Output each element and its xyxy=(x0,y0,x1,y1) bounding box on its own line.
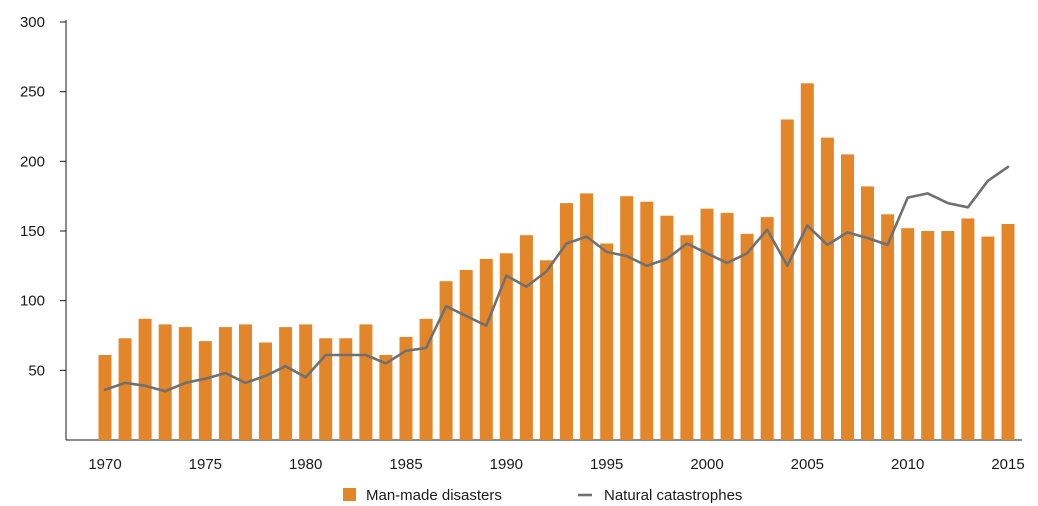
y-ticks: 50 100 150 200 250 300 xyxy=(20,14,66,379)
bar-2006 xyxy=(820,137,834,440)
bar-2010 xyxy=(901,228,915,440)
x-tick-label-2000: 2000 xyxy=(690,456,723,473)
bar-2013 xyxy=(961,218,975,440)
legend: Man-made disasters Natural catastrophes xyxy=(343,487,742,504)
bar-2004 xyxy=(780,119,794,440)
bar-1983 xyxy=(359,324,373,440)
y-tick-label-250: 250 xyxy=(20,84,45,101)
natural-catastrophes-line xyxy=(103,165,1010,393)
x-tick-label-2005: 2005 xyxy=(791,456,824,473)
bar-1992 xyxy=(540,260,553,440)
bar-series-man-made-disasters xyxy=(98,83,1015,441)
bar-1999 xyxy=(680,235,694,440)
bar-2007 xyxy=(841,154,854,440)
legend-label-man-made-disasters: Man-made disasters xyxy=(366,487,502,504)
bar-1976 xyxy=(218,327,232,440)
bar-1997 xyxy=(640,201,654,440)
bar-1994 xyxy=(580,193,594,440)
bar-2005 xyxy=(800,83,814,441)
y-tick-label-150: 150 xyxy=(20,223,45,240)
bar-2003 xyxy=(760,217,774,440)
x-tick-label-1975: 1975 xyxy=(189,456,222,473)
bar-1979 xyxy=(279,327,293,440)
bar-2008 xyxy=(861,186,874,440)
y-tick-label-50: 50 xyxy=(28,362,45,379)
bar-2014 xyxy=(981,236,995,440)
bar-1989 xyxy=(479,258,493,440)
legend-label-natural-catastrophes: Natural catastrophes xyxy=(604,487,742,504)
bar-1971 xyxy=(118,338,132,440)
bar-1993 xyxy=(560,203,573,440)
bar-2009 xyxy=(881,214,895,440)
bar-1988 xyxy=(459,270,473,440)
x-tick-label-1980: 1980 xyxy=(289,456,322,473)
bar-2012 xyxy=(941,231,955,440)
bar-1972 xyxy=(138,318,152,440)
legend-swatch-man-made-disasters xyxy=(343,488,356,501)
x-tick-label-1970: 1970 xyxy=(88,456,121,473)
x-ticks: 1970 1975 1980 1985 1990 1995 2000 2005 2010 2015 xyxy=(88,456,1024,473)
bar-1980 xyxy=(299,324,313,440)
x-tick-label-1995: 1995 xyxy=(590,456,623,473)
x-tick-label-2010: 2010 xyxy=(891,456,924,473)
x-tick-label-2015: 2015 xyxy=(991,456,1024,473)
bar-1970 xyxy=(98,355,112,440)
bar-1996 xyxy=(620,196,634,440)
bar-1990 xyxy=(499,253,513,440)
bar-1998 xyxy=(660,215,674,440)
bar-1985 xyxy=(399,336,413,440)
bar-2015 xyxy=(1001,224,1015,440)
bar-2000 xyxy=(700,208,714,440)
bar-1984 xyxy=(379,355,393,440)
bar-1973 xyxy=(158,324,172,440)
bar-1987 xyxy=(439,281,453,440)
bar-1978 xyxy=(259,342,272,440)
bar-2002 xyxy=(740,233,754,440)
y-axis: 50 100 150 200 250 300 xyxy=(20,14,67,440)
y-tick-label-300: 300 xyxy=(20,14,45,31)
bar-1981 xyxy=(319,338,333,440)
y-tick-label-200: 200 xyxy=(20,153,45,170)
x-tick-label-1985: 1985 xyxy=(389,456,422,473)
line-series-natural-catastrophes xyxy=(103,165,1010,393)
y-tick-label-100: 100 xyxy=(20,293,45,310)
bar-2011 xyxy=(921,231,935,440)
x-axis: 1970 1975 1980 1985 1990 1995 2000 2005 2010 2015 xyxy=(66,439,1025,473)
x-tick-label-1990: 1990 xyxy=(490,456,523,473)
bar-1975 xyxy=(198,341,212,440)
bar-1991 xyxy=(519,235,533,440)
bar-2001 xyxy=(720,212,734,440)
bar-1982 xyxy=(339,338,353,440)
bar-1995 xyxy=(600,243,614,440)
